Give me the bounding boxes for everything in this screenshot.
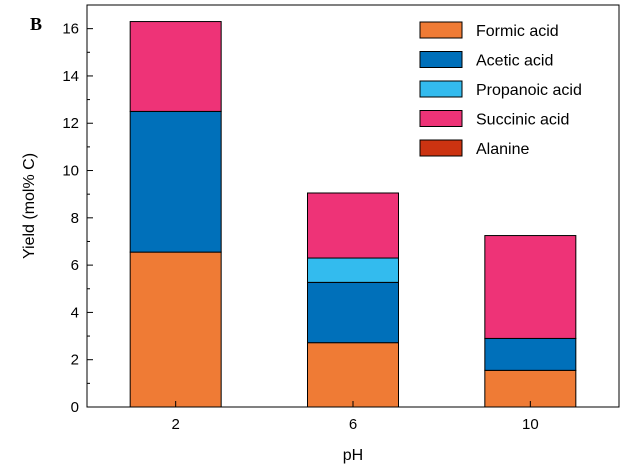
legend-label: Propanoic acid — [476, 82, 582, 99]
y-tick-label: 10 — [62, 163, 79, 180]
legend-label: Formic acid — [476, 23, 559, 40]
legend-label: Alanine — [476, 141, 529, 158]
bar-segment-acetic-acid-ph-6 — [307, 281, 399, 344]
legend: Formic acid Acetic acid Propanoic acid Succ… — [419, 21, 582, 158]
bar-segment-formic-acid-ph-10 — [484, 369, 577, 408]
bar-segment-succinic-acid-ph-2 — [129, 21, 222, 112]
legend-label: Acetic acid — [476, 53, 553, 70]
bar-segment-succinic-acid-ph-6 — [307, 192, 399, 259]
y-axis: 0 2 4 6 8 10 12 14 16 — [62, 21, 93, 416]
y-tick-label: 2 — [71, 352, 79, 369]
legend-swatch — [419, 51, 463, 68]
bar-segment-propanoic-acid-ph-6 — [307, 257, 399, 283]
legend-swatch — [419, 21, 463, 39]
legend-swatch — [419, 110, 463, 127]
y-axis-label: Yield (mol% C) — [21, 153, 38, 259]
legend-label: Succinic acid — [476, 112, 569, 129]
bar-segment-acetic-acid-ph-2 — [129, 110, 222, 253]
x-tick-label: 10 — [522, 416, 539, 433]
bars — [129, 21, 577, 408]
y-tick-label: 12 — [62, 115, 79, 132]
bar-segment-succinic-acid-ph-10 — [484, 235, 577, 339]
panel-label: B — [30, 14, 42, 34]
bar-segment-formic-acid-ph-6 — [307, 342, 399, 408]
plot-area: 0 2 4 6 8 10 12 14 16 2 6 10 — [62, 4, 620, 433]
legend-swatch — [419, 139, 463, 157]
y-tick-label: 0 — [71, 399, 79, 416]
y-tick-label: 16 — [62, 21, 79, 38]
y-tick-label: 4 — [71, 304, 79, 321]
x-axis: 2 6 10 — [171, 401, 539, 433]
y-tick-label: 14 — [62, 68, 79, 85]
x-tick-label: 2 — [171, 416, 179, 433]
x-axis-label: pH — [343, 447, 363, 464]
bar-segment-acetic-acid-ph-10 — [484, 337, 577, 371]
x-tick-label: 6 — [349, 416, 357, 433]
y-tick-label: 8 — [71, 210, 79, 227]
bar-segment-formic-acid-ph-2 — [129, 251, 222, 408]
legend-swatch — [419, 80, 463, 98]
y-tick-label: 6 — [71, 257, 79, 274]
